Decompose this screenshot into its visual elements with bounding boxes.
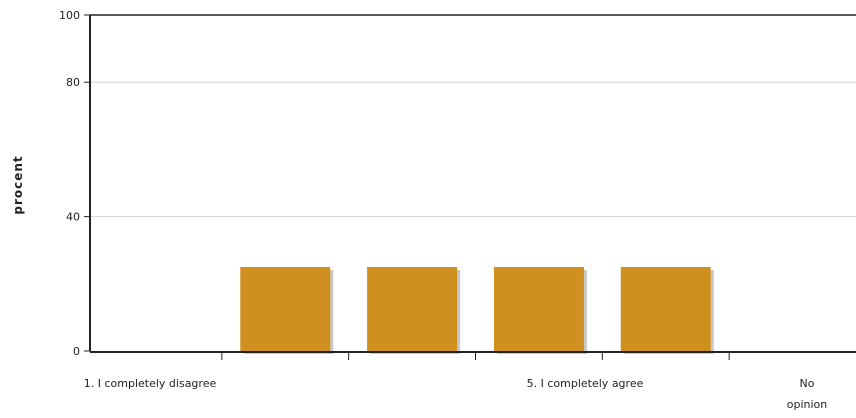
y-tick-label: 0 — [73, 345, 80, 358]
x-tick-label: 1. I completely disagree — [84, 377, 217, 390]
x-tick-label: 5. I completely agree — [527, 377, 644, 390]
bar-2 — [240, 267, 331, 351]
x-tick-label: No opinion — [787, 377, 828, 411]
grid-lines — [90, 14, 856, 218]
bars — [240, 267, 711, 351]
y-tick-label: 80 — [66, 76, 80, 89]
y-tick-label: 100 — [59, 9, 80, 22]
y-tick-label: 40 — [66, 211, 80, 224]
x-axis-ticks: 1. I completely disagree 5. I completely … — [84, 352, 828, 411]
axes — [89, 14, 856, 353]
y-axis-title: procent — [11, 155, 25, 214]
bar-3 — [367, 267, 458, 351]
bar-4 — [493, 267, 584, 351]
y-axis-ticks: 0 40 80 100 — [59, 9, 90, 358]
bar-5 — [620, 267, 711, 351]
